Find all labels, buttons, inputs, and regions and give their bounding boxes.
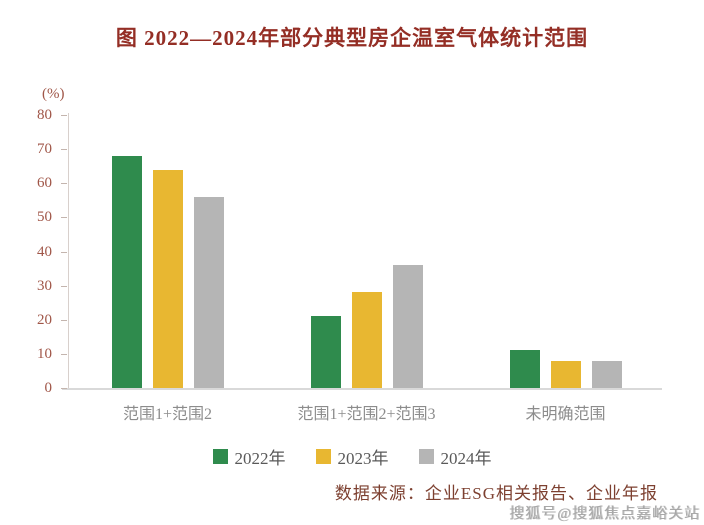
- legend-swatch-icon: [418, 449, 434, 464]
- bar-2022年: [111, 155, 142, 388]
- bar-2023年: [351, 292, 382, 388]
- y-tick-label: 30: [37, 277, 52, 294]
- legend-item: 2023年: [315, 444, 389, 469]
- y-axis-unit-label: (%): [42, 86, 65, 102]
- bar-2023年: [152, 169, 183, 388]
- legend-item: 2022年: [212, 444, 286, 469]
- bar-2023年: [550, 360, 581, 388]
- legend-item: 2024年: [418, 444, 492, 469]
- y-tick-mark: [61, 353, 67, 355]
- bar-group: 未明确范围: [466, 115, 665, 423]
- legend-label: 2023年: [337, 449, 389, 468]
- y-tick-label: 10: [37, 345, 52, 362]
- plot-area: 范围1+范围2 范围1+范围2+范围3 未明确范围: [68, 115, 665, 423]
- y-tick-label: 50: [37, 209, 52, 226]
- bar-2024年: [193, 196, 224, 388]
- y-tick-mark: [61, 115, 67, 116]
- y-tick-mark: [61, 388, 67, 389]
- bar-group: 范围1+范围2+范围3: [267, 115, 466, 423]
- bar-2022年: [310, 316, 341, 388]
- bar-2022年: [509, 350, 540, 388]
- chart-title: 图 2022—2024年部分典型房企温室气体统计范围: [115, 26, 589, 50]
- y-tick-label: 0: [44, 380, 53, 396]
- category-label: 未明确范围: [525, 406, 606, 423]
- legend-label: 2024年: [440, 449, 492, 468]
- x-axis-line: [62, 388, 662, 390]
- category-label: 范围1+范围2+范围3: [297, 406, 436, 423]
- bar-2024年: [392, 265, 423, 388]
- y-axis-line: [68, 113, 69, 388]
- y-tick-mark: [61, 319, 67, 321]
- y-tick-label: 70: [37, 141, 52, 158]
- y-tick-label: 40: [37, 243, 52, 260]
- y-tick-mark: [61, 251, 67, 253]
- legend-swatch-icon: [212, 449, 228, 464]
- y-tick-mark: [61, 217, 67, 219]
- y-tick-label: 60: [37, 175, 52, 192]
- y-tick-mark: [61, 183, 67, 185]
- category-label: 范围1+范围2: [122, 406, 213, 423]
- y-axis: 0 10 20 30 40 50 60 70 80: [0, 107, 68, 396]
- y-tick-label: 20: [37, 311, 52, 328]
- legend-label: 2022年: [234, 449, 286, 468]
- y-tick-mark: [61, 149, 67, 151]
- legend-swatch-icon: [315, 449, 331, 464]
- y-tick-label: 80: [37, 107, 52, 123]
- bar-2024年: [591, 360, 622, 388]
- bar-group: 范围1+范围2: [68, 115, 267, 423]
- y-tick-mark: [61, 285, 67, 287]
- source-note: 数据来源：企业ESG相关报告、企业年报: [334, 484, 658, 503]
- legend: 2022年 2023年 2024年: [0, 444, 704, 469]
- watermark: 搜狐号@搜狐焦点嘉峪关站: [509, 506, 700, 522]
